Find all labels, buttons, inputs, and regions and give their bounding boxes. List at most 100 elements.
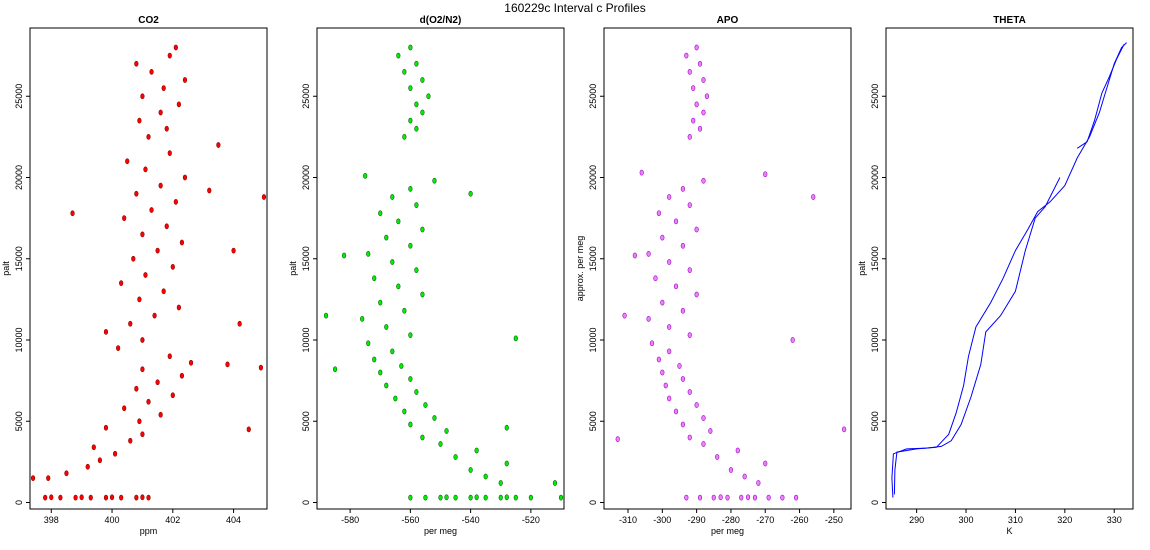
y-tick-label-o2n2: 20000 xyxy=(301,165,311,190)
data-point-apo-profile-mid xyxy=(673,283,679,290)
data-point-o2n2-profile-low xyxy=(468,467,473,473)
data-point-co2-profile-mid xyxy=(179,239,185,246)
data-point-o2n2-ground-cluster xyxy=(528,494,533,501)
data-point-co2-profile-low xyxy=(91,444,96,451)
data-point-co2-profile-low xyxy=(179,372,185,379)
data-point-co2-profile-low xyxy=(170,392,175,399)
marks-co2 xyxy=(30,44,267,501)
series-line-theta-descent xyxy=(893,42,1127,495)
data-point-apo-outliers xyxy=(811,194,816,200)
data-point-o2n2-profile-low xyxy=(444,428,449,434)
data-point-apo-profile-high xyxy=(691,85,696,92)
data-point-co2-profile-high xyxy=(176,101,181,108)
data-point-apo-profile-mid xyxy=(687,267,692,274)
data-point-apo-profile-mid xyxy=(660,234,665,241)
data-point-co2-ground-cluster xyxy=(146,494,151,501)
data-point-co2-profile-low xyxy=(122,405,127,412)
data-point-o2n2-profile-high xyxy=(414,125,419,132)
data-point-co2-profile-low xyxy=(158,411,163,418)
data-point-o2n2-profile-high xyxy=(402,68,407,75)
data-point-o2n2-profile-low xyxy=(420,434,425,441)
data-point-o2n2-profile-low xyxy=(408,421,413,428)
data-point-o2n2-profile-low xyxy=(384,382,389,389)
x-tick-label-theta: 310 xyxy=(1008,515,1023,525)
data-point-apo-profile-low xyxy=(660,369,665,376)
x-tick-label-apo: -290 xyxy=(688,515,706,525)
y-tick-label-apo: 15000 xyxy=(588,246,598,271)
data-point-o2n2-profile-mid xyxy=(390,348,395,355)
data-point-co2-outliers xyxy=(70,210,75,217)
data-point-apo-profile-mid xyxy=(656,210,661,217)
y-tick-label-apo: 0 xyxy=(588,500,598,505)
data-point-apo-profile-mid xyxy=(701,177,706,184)
data-point-co2-ground-cluster xyxy=(109,494,115,501)
x-tick-label-o2n2: -520 xyxy=(522,515,540,525)
data-point-co2-profile-mid xyxy=(167,150,172,157)
plot-frame-apo xyxy=(603,27,852,510)
y-tick-label-theta: 20000 xyxy=(870,165,880,190)
data-point-apo-outliers xyxy=(639,169,644,176)
data-point-o2n2-profile-high xyxy=(426,93,431,100)
plot-frame-o2n2 xyxy=(316,27,565,510)
data-point-apo-ground-cluster xyxy=(780,494,785,501)
data-point-apo-profile-low xyxy=(656,356,661,363)
y-tick-label-theta: 10000 xyxy=(870,327,880,352)
data-point-co2-profile-mid xyxy=(137,296,142,303)
panel-co2: CO2 398 400 402 404 0 5000 10000 15000 20000 25000… xyxy=(1,15,268,536)
data-point-co2-profile-low xyxy=(64,470,69,477)
y-tick-label-o2n2: 5000 xyxy=(301,411,311,431)
data-point-o2n2-profile-low xyxy=(504,460,509,467)
data-point-co2-profile-low xyxy=(146,398,151,405)
data-point-o2n2-profile-high xyxy=(420,109,425,116)
data-point-co2-profile-mid xyxy=(119,280,124,287)
data-point-apo-profile-high xyxy=(697,125,703,132)
data-point-o2n2-profile-low xyxy=(423,402,428,408)
x-tick-label-theta: 290 xyxy=(909,515,924,525)
data-point-co2-profile-mid xyxy=(103,328,109,335)
data-point-o2n2-profile-mid xyxy=(390,259,395,265)
data-point-o2n2-ground-cluster xyxy=(468,494,473,501)
data-point-apo-profile-mid xyxy=(687,332,692,339)
data-point-apo-profile-low xyxy=(663,382,668,389)
data-point-co2-outliers xyxy=(231,247,236,254)
data-point-co2-profile-high xyxy=(164,125,169,132)
data-point-co2-profile-high xyxy=(134,60,139,67)
data-point-o2n2-profile-low xyxy=(438,441,443,447)
data-point-o2n2-ground-cluster xyxy=(498,494,503,501)
data-point-apo-profile-low xyxy=(673,408,679,415)
data-point-co2-profile-high xyxy=(167,52,172,59)
x-tick-label-apo: -310 xyxy=(619,515,637,525)
x-tick-label-o2n2: -560 xyxy=(401,515,419,525)
y-tick-label-o2n2: 0 xyxy=(301,500,311,505)
series-line-theta-upper xyxy=(1076,44,1125,149)
data-point-o2n2-profile-low xyxy=(408,376,413,382)
data-point-o2n2-profile-high xyxy=(414,101,419,108)
data-point-co2-profile-high xyxy=(137,117,142,124)
data-point-o2n2-profile-low xyxy=(402,408,407,415)
plot-frame-co2 xyxy=(29,27,268,510)
data-point-apo-profile-low xyxy=(680,376,686,382)
data-point-co2-profile-high xyxy=(161,85,166,92)
y-tick-label-apo: 25000 xyxy=(588,84,598,109)
panel-title-co2: CO2 xyxy=(138,15,159,26)
data-point-apo-profile-high xyxy=(701,77,706,83)
data-point-co2-profile-low xyxy=(46,475,51,482)
data-point-co2-profile-mid xyxy=(176,304,181,311)
data-point-o2n2-outliers xyxy=(332,366,338,373)
data-point-apo-outliers xyxy=(615,436,620,443)
data-point-co2-outliers xyxy=(207,187,212,194)
data-point-o2n2-profile-mid xyxy=(420,226,425,233)
data-point-co2-profile-mid xyxy=(173,198,178,205)
data-point-apo-ground-cluster xyxy=(718,494,723,501)
x-tick-label-apo: -270 xyxy=(756,515,774,525)
marks-theta xyxy=(891,42,1127,498)
x-tick-label-o2n2: -580 xyxy=(341,515,359,525)
y-tick-label-theta: 15000 xyxy=(870,246,880,271)
data-point-co2-ground-cluster xyxy=(58,494,63,501)
plot-frame-theta xyxy=(885,27,1134,510)
data-point-co2-profile-high xyxy=(146,133,151,140)
data-point-apo-profile-mid xyxy=(680,242,686,249)
data-point-o2n2-profile-high xyxy=(414,60,419,67)
data-point-co2-ground-cluster xyxy=(79,494,84,501)
data-point-co2-ground-cluster xyxy=(119,494,124,501)
